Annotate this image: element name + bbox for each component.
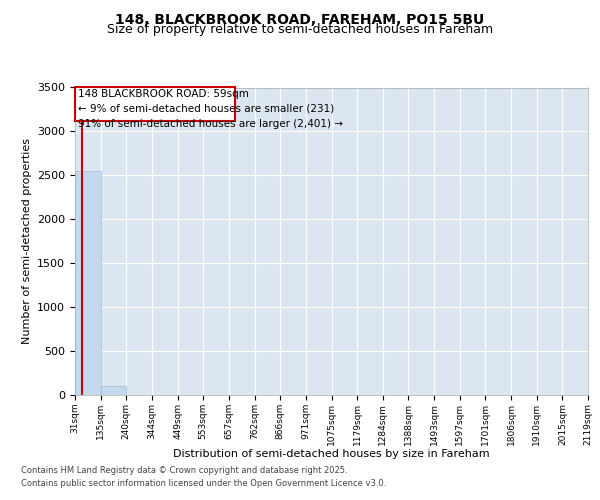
Text: 148 BLACKBROOK ROAD: 59sqm
← 9% of semi-detached houses are smaller (231)
91% of: 148 BLACKBROOK ROAD: 59sqm ← 9% of semi-… xyxy=(78,89,343,128)
Text: 148, BLACKBROOK ROAD, FAREHAM, PO15 5BU: 148, BLACKBROOK ROAD, FAREHAM, PO15 5BU xyxy=(115,12,485,26)
X-axis label: Distribution of semi-detached houses by size in Fareham: Distribution of semi-detached houses by … xyxy=(173,449,490,459)
Y-axis label: Number of semi-detached properties: Number of semi-detached properties xyxy=(22,138,32,344)
Bar xyxy=(101,386,127,395)
Text: Size of property relative to semi-detached houses in Fareham: Size of property relative to semi-detach… xyxy=(107,22,493,36)
FancyBboxPatch shape xyxy=(75,88,235,122)
Text: Contains HM Land Registry data © Crown copyright and database right 2025.: Contains HM Land Registry data © Crown c… xyxy=(21,466,347,475)
Text: Contains public sector information licensed under the Open Government Licence v3: Contains public sector information licen… xyxy=(21,479,386,488)
Bar xyxy=(75,171,101,395)
